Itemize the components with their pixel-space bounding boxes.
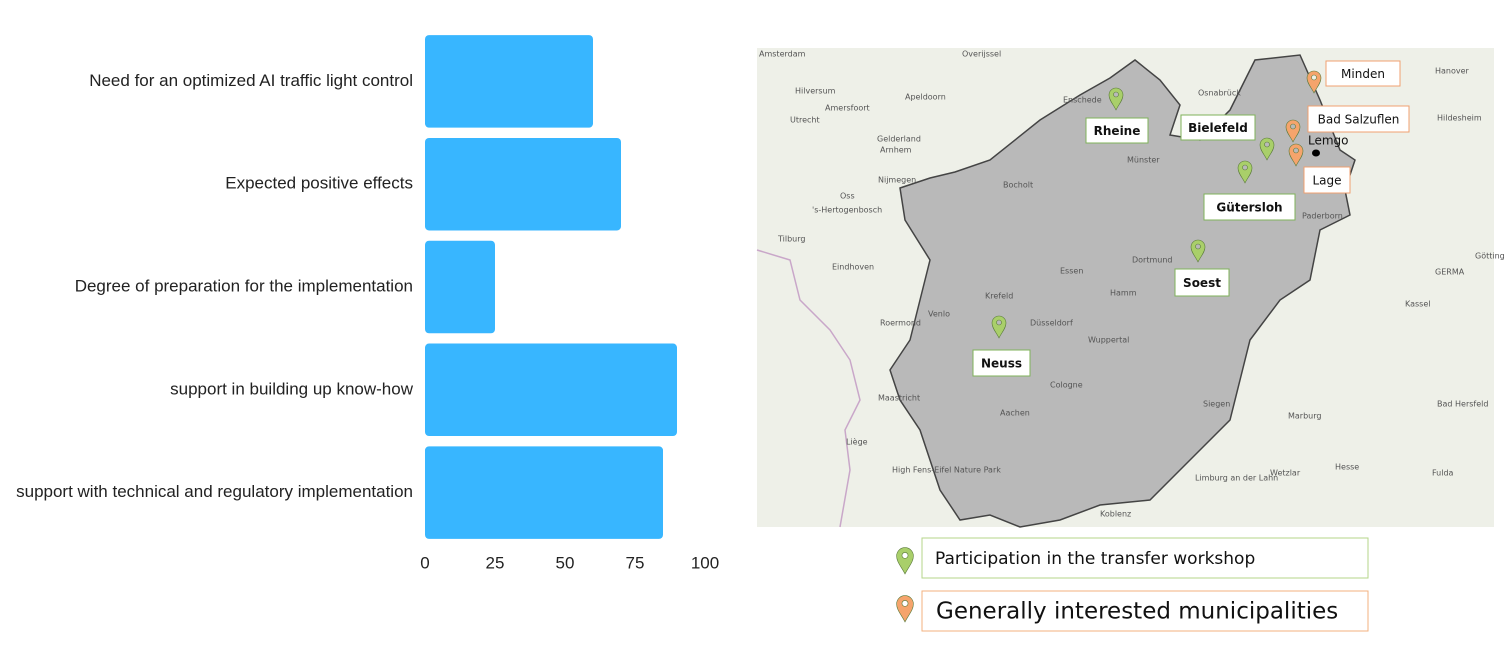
map-place-label: Osnabrück xyxy=(1198,89,1241,98)
map-place-label: Koblenz xyxy=(1100,510,1131,519)
bar xyxy=(425,343,677,437)
map-place-label: Bad Hersfeld xyxy=(1437,400,1488,409)
map-place-label: Gelderland xyxy=(877,135,921,144)
map-place-label: Münster xyxy=(1127,156,1160,165)
map-place-label: Utrecht xyxy=(790,116,820,125)
map-place-label: Cologne xyxy=(1050,381,1083,390)
region-nrw xyxy=(889,54,1356,528)
legend-box xyxy=(921,537,1369,579)
interested-pin xyxy=(1288,143,1304,167)
map-place-label: Arnhem xyxy=(880,146,912,155)
map-place-label: Nijmegen xyxy=(878,176,916,185)
map-place-label: Hanover xyxy=(1435,67,1470,76)
marker-label-box xyxy=(1325,60,1401,87)
map-place-label: Fulda xyxy=(1432,469,1454,478)
legend-box xyxy=(921,590,1369,632)
map-place-label: Overijssel xyxy=(962,50,1001,59)
map-place-label: Apeldoorn xyxy=(905,93,946,102)
marker-label: Gütersloh xyxy=(1216,201,1282,215)
bar-chart: 0 25 50 75 100 Need for an optimized AI traff… xyxy=(16,35,719,572)
map-place-label: GERMA xyxy=(1435,268,1465,277)
marker-label-box xyxy=(1180,114,1256,141)
bar xyxy=(425,446,663,539)
map-place-label: 's-Hertogenbosch xyxy=(812,206,882,215)
map-place-label: Oss xyxy=(840,192,855,201)
map-place-label: Eindhoven xyxy=(832,263,874,272)
category-label: Degree of preparation for the implementa… xyxy=(75,276,413,295)
map-place-label: Limburg an der Lahn xyxy=(1195,474,1278,483)
map-place-label: Aachen xyxy=(1000,409,1030,418)
bar xyxy=(425,137,621,231)
map-place-label: Hamm xyxy=(1110,289,1137,298)
bar xyxy=(425,35,593,128)
category-label: Need for an optimized AI traffic light c… xyxy=(89,71,413,90)
map-place-label: Bocholt xyxy=(1003,181,1033,190)
map-place-label: Hildesheim xyxy=(1437,114,1482,123)
map-place-label: Göttingen xyxy=(1475,252,1504,261)
border xyxy=(756,249,861,528)
x-tick-label: 100 xyxy=(691,553,719,572)
x-tick-label: 25 xyxy=(486,553,505,572)
map-place-label: Tilburg xyxy=(777,235,805,244)
marker-label: Neuss xyxy=(981,357,1022,371)
marker-label-box xyxy=(972,349,1031,377)
map-place-label: Siegen xyxy=(1203,400,1230,409)
map-place-label: Paderborn xyxy=(1302,212,1343,221)
interested-pin xyxy=(1306,70,1322,94)
workshop-pin xyxy=(1237,160,1253,184)
map-place-label: Amersfoort xyxy=(825,104,870,113)
map-place-label: Roermond xyxy=(880,319,921,328)
marker-label: Rheine xyxy=(1094,124,1141,138)
marker-label: Bielefeld xyxy=(1188,121,1248,135)
workshop-pin xyxy=(1259,137,1275,161)
map-place-label: Kassel xyxy=(1405,300,1431,309)
legend: Participation in the transfer workshop Ge… xyxy=(921,537,1369,632)
map-place-label: Düsseldorf xyxy=(1030,319,1073,328)
map-place-label: Liège xyxy=(846,437,868,447)
map-place-label: Marburg xyxy=(1288,412,1321,421)
x-tick-label: 0 xyxy=(420,553,429,572)
map-place-label: Wetzlar xyxy=(1270,469,1301,478)
workshop-pin xyxy=(991,315,1007,339)
legend-label: Participation in the transfer workshop xyxy=(935,549,1255,569)
legend-label: Generally interested municipalities xyxy=(936,599,1338,625)
workshop-pin xyxy=(1190,239,1206,263)
map-place-label: Wuppertal xyxy=(1088,336,1129,345)
map: Amsterdam Overijssel Hilversum Apeldoorn Ame… xyxy=(756,48,1504,623)
marker-label: Minden xyxy=(1341,67,1385,81)
marker-label: Bad Salzuflen xyxy=(1318,113,1400,127)
marker-label-box xyxy=(1085,117,1149,144)
map-place-label: Venlo xyxy=(928,310,950,319)
marker-label-box xyxy=(1203,193,1296,221)
map-place-label: Hesse xyxy=(1335,463,1359,472)
interested-pin xyxy=(1285,119,1301,143)
map-place-label: Enschede xyxy=(1063,96,1102,105)
town-dot xyxy=(1312,149,1320,157)
marker-label-box xyxy=(1307,105,1410,133)
workshop-pin xyxy=(1108,87,1124,111)
category-label: support with technical and regulatory im… xyxy=(16,482,413,501)
x-tick-label: 75 xyxy=(626,553,645,572)
marker-label: Lage xyxy=(1312,174,1341,188)
map-place-label: High Fens-Eifel Nature Park xyxy=(892,466,1001,475)
map-place-label: Dortmund xyxy=(1132,256,1173,265)
map-place-label: Krefeld xyxy=(985,292,1013,301)
marker-label-box xyxy=(1303,166,1351,194)
category-label: Expected positive effects xyxy=(225,174,413,193)
legend-pin xyxy=(896,595,914,623)
map-place-label: Maastricht xyxy=(878,394,920,403)
marker-label-box xyxy=(1174,268,1230,297)
map-place-label: Amsterdam xyxy=(759,50,806,59)
category-label: support in building up know-how xyxy=(170,379,414,398)
town-label: Lemgo xyxy=(1308,134,1349,148)
bar xyxy=(425,240,495,334)
map-place-label: Hilversum xyxy=(795,87,836,96)
legend-pin xyxy=(896,547,914,575)
map-place-label: Essen xyxy=(1060,267,1083,276)
marker-label: Soest xyxy=(1183,276,1221,290)
x-tick-label: 50 xyxy=(556,553,575,572)
